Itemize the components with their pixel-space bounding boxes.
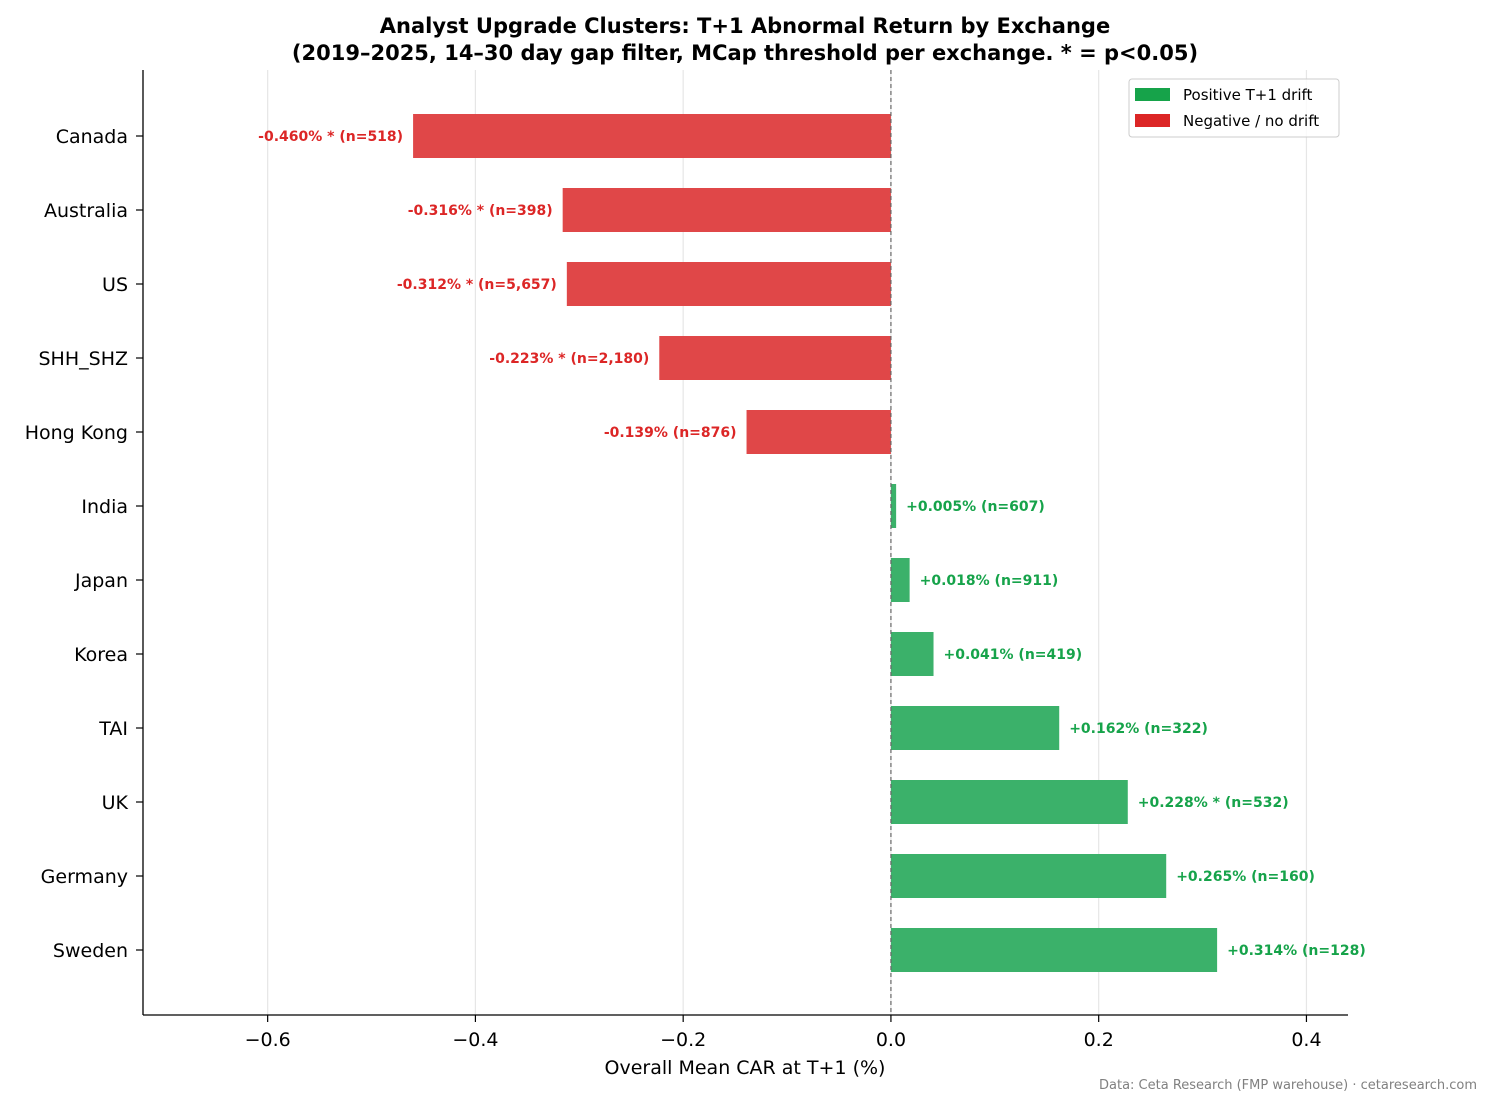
chart-subtitle: (2019–2025, 14–30 day gap filter, MCap t… bbox=[292, 41, 1198, 65]
y-tick-label-korea: Korea bbox=[74, 644, 128, 666]
x-tick-label-2: −0.2 bbox=[660, 1029, 706, 1051]
axis-layer: Canada Australia US SHH_SHZ Hong Kong India Ja… bbox=[25, 70, 1348, 1051]
bar-tai bbox=[890, 706, 1060, 750]
data-label-canada: -0.460% * (n=518) bbox=[258, 129, 403, 145]
x-tick-label-3: 0.0 bbox=[876, 1029, 906, 1051]
x-tick-label-4: 0.2 bbox=[1084, 1029, 1114, 1051]
data-label-india: +0.005% (n=607) bbox=[906, 499, 1045, 515]
data-label-australia: -0.316% * (n=398) bbox=[408, 203, 553, 219]
legend: Positive T+1 drift Negative / no drift bbox=[1128, 78, 1340, 138]
y-tick-label-japan: Japan bbox=[74, 570, 128, 592]
x-tick-label-1: −0.4 bbox=[452, 1029, 498, 1051]
bar-germany bbox=[890, 854, 1167, 898]
legend-label-negative: Negative / no drift bbox=[1183, 112, 1319, 130]
bar-japan bbox=[890, 558, 910, 602]
y-tick-label-australia: Australia bbox=[44, 200, 128, 222]
chart-title: Analyst Upgrade Clusters: T+1 Abnormal R… bbox=[380, 14, 1110, 38]
y-tick-label-hong-kong: Hong Kong bbox=[25, 422, 128, 444]
bar-india bbox=[890, 484, 897, 528]
data-label-japan: +0.018% (n=911) bbox=[920, 573, 1059, 589]
legend-swatch-negative bbox=[1135, 114, 1170, 127]
bar-uk bbox=[890, 780, 1128, 824]
y-tick-label-uk: UK bbox=[102, 792, 129, 814]
bar-sweden bbox=[890, 928, 1218, 972]
y-tick-label-germany: Germany bbox=[41, 866, 128, 888]
legend-frame bbox=[1128, 78, 1340, 138]
bar-canada bbox=[413, 114, 891, 158]
data-label-tai: +0.162% (n=322) bbox=[1069, 721, 1208, 737]
y-tick-label-india: India bbox=[81, 496, 128, 518]
data-label-us: -0.312% * (n=5,657) bbox=[397, 277, 557, 293]
y-tick-label-sweden: Sweden bbox=[53, 940, 128, 962]
data-label-korea: +0.041% (n=419) bbox=[944, 647, 1083, 663]
bar-shh-shz bbox=[659, 336, 891, 380]
bar-australia bbox=[562, 188, 891, 232]
y-tick-label-canada: Canada bbox=[56, 126, 128, 148]
bar-layer bbox=[413, 70, 1218, 1015]
x-tick-label-0: −0.6 bbox=[245, 1029, 291, 1051]
legend-label-positive: Positive T+1 drift bbox=[1183, 86, 1313, 104]
data-label-layer: -0.460% * (n=518) -0.316% * (n=398) -0.312… bbox=[258, 129, 1366, 959]
x-axis-label: Overall Mean CAR at T+1 (%) bbox=[605, 1057, 886, 1079]
legend-swatch-positive bbox=[1135, 88, 1170, 101]
data-label-uk: +0.228% * (n=532) bbox=[1138, 795, 1289, 811]
data-label-hong-kong: -0.139% (n=876) bbox=[604, 425, 737, 441]
y-tick-label-shh-shz: SHH_SHZ bbox=[39, 348, 129, 370]
data-label-sweden: +0.314% (n=128) bbox=[1227, 943, 1366, 959]
y-tick-label-us: US bbox=[102, 274, 128, 296]
bar-us bbox=[566, 262, 891, 306]
data-label-shh-shz: -0.223% * (n=2,180) bbox=[489, 351, 649, 367]
bar-hong-kong bbox=[746, 410, 891, 454]
source-note: Data: Ceta Research (FMP warehouse) · ce… bbox=[1099, 1078, 1477, 1093]
x-tick-label-5: 0.4 bbox=[1291, 1029, 1321, 1051]
data-label-germany: +0.265% (n=160) bbox=[1176, 869, 1315, 885]
y-tick-label-tai: TAI bbox=[98, 718, 128, 740]
bar-korea bbox=[890, 632, 934, 676]
